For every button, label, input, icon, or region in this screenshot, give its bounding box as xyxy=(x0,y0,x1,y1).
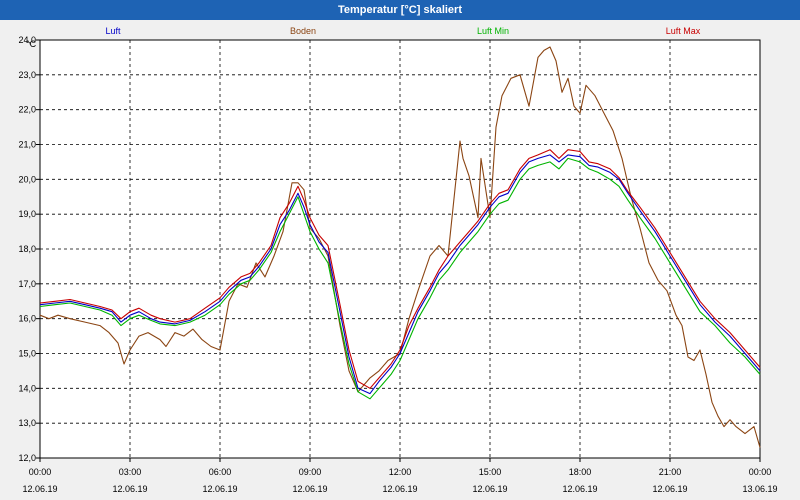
y-tick-label: 17,0 xyxy=(18,279,36,289)
y-axis-unit-label: °C xyxy=(26,39,37,49)
x-tick-date-label: 13.06.19 xyxy=(742,484,777,494)
plot-border xyxy=(39,39,761,459)
series-line-luft xyxy=(39,154,761,395)
chart-title: Temperatur [°C] skaliert xyxy=(337,4,462,16)
legend-boden: Boden xyxy=(290,26,316,36)
y-tick-label: 14,0 xyxy=(18,383,36,393)
y-tick-label: 19,0 xyxy=(18,209,36,219)
legend-luft-min: Luft Min xyxy=(477,26,509,36)
x-tick-date-label: 12.06.19 xyxy=(22,484,57,494)
y-tick-label: 12,0 xyxy=(18,453,36,463)
series-line-boden xyxy=(39,46,761,448)
x-tick-date-label: 12.06.19 xyxy=(562,484,597,494)
y-tick-label: 20,0 xyxy=(18,174,36,184)
x-tick-time-label: 03:00 xyxy=(119,467,142,477)
y-tick-label: 21,0 xyxy=(18,140,36,150)
x-tick-time-label: 12:00 xyxy=(389,467,412,477)
y-tick-label: 15,0 xyxy=(18,349,36,359)
x-tick-date-label: 12.06.19 xyxy=(652,484,687,494)
x-tick-time-label: 18:00 xyxy=(569,467,592,477)
y-tick-label: 24,0 xyxy=(18,35,36,45)
x-tick-time-label: 00:00 xyxy=(29,467,52,477)
x-tick-date-label: 12.06.19 xyxy=(472,484,507,494)
x-tick-time-label: 21:00 xyxy=(659,467,682,477)
x-tick-time-label: 06:00 xyxy=(209,467,232,477)
chart-title-bar: Temperatur [°C] skaliert xyxy=(0,0,800,20)
y-tick-label: 16,0 xyxy=(18,314,36,324)
x-tick-date-label: 12.06.19 xyxy=(112,484,147,494)
series-line-luft-max xyxy=(39,149,761,389)
x-tick-date-label: 12.06.19 xyxy=(382,484,417,494)
x-tick-date-label: 12.06.19 xyxy=(292,484,327,494)
x-tick-time-label: 09:00 xyxy=(299,467,322,477)
chart-area: 24,0 23,0 22,0 21,0 20,0 19,0 18,0 17,0 16,0 15,0… xyxy=(0,20,800,500)
x-tick-time-label: 00:00 xyxy=(749,467,772,477)
x-tick-time-label: 15:00 xyxy=(479,467,502,477)
y-tick-label: 13,0 xyxy=(18,418,36,428)
legend-luft: Luft xyxy=(105,26,121,36)
x-tick-date-label: 12.06.19 xyxy=(202,484,237,494)
y-tick-label: 23,0 xyxy=(18,70,36,80)
y-tick-label: 18,0 xyxy=(18,244,36,254)
series-line-luft-min xyxy=(39,157,761,400)
legend-luft-max: Luft Max xyxy=(666,26,701,36)
y-tick-label: 22,0 xyxy=(18,105,36,115)
temperature-chart: 24,0 23,0 22,0 21,0 20,0 19,0 18,0 17,0 16,0 15,0… xyxy=(18,26,777,494)
